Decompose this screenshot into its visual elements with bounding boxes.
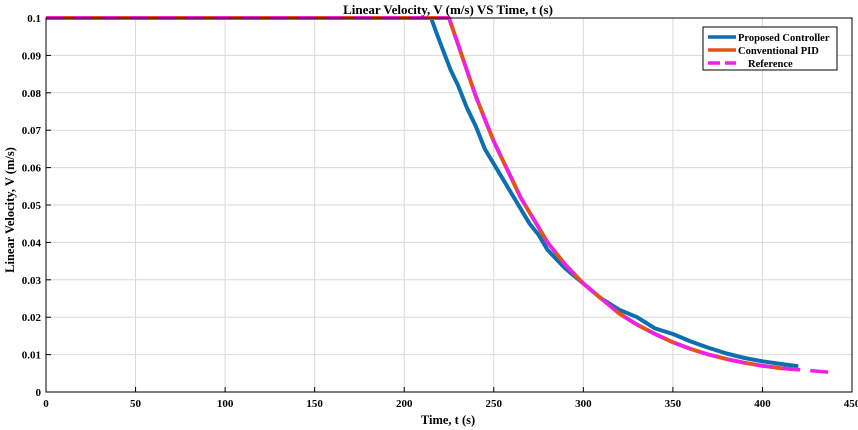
y-tick-label: 0.1 (27, 13, 41, 25)
y-tick-labels: 0 0.01 0.02 0.03 0.04 0.05 0.06 0.07 0.08 0.09 0.1 (22, 13, 42, 399)
x-tick-labels: 0 50 100 150 200 250 300 350 400 450 (43, 398, 858, 410)
plot-frame (45, 17, 853, 393)
x-tick-label: 350 (665, 398, 682, 410)
x-tick-label: 450 (844, 398, 858, 410)
y-axis-label: Linear Velocity, V (m/s) (3, 147, 17, 273)
y-tick-label: 0.08 (22, 88, 42, 100)
legend-label: Conventional PID (738, 46, 819, 57)
y-tick-label: 0.03 (22, 275, 42, 287)
x-tick-label: 200 (396, 398, 413, 410)
y-tick-label: 0.06 (22, 163, 42, 175)
x-tick-label: 400 (754, 398, 771, 410)
x-tick-label: 150 (306, 398, 323, 410)
x-axis-label: Time, t (s) (421, 413, 475, 427)
y-tick-label: 0 (36, 387, 42, 399)
x-tick-label: 50 (130, 398, 142, 410)
legend-label: Proposed Controller (738, 33, 830, 44)
y-tick-label: 0.09 (22, 50, 42, 62)
legend-label: Reference (748, 59, 793, 70)
legend: Proposed Controller Conventional PID Refer… (702, 26, 838, 71)
y-tick-label: 0.05 (22, 200, 42, 212)
series-line-reference (46, 16, 835, 375)
series-lines (46, 16, 835, 375)
y-tick-label: 0.01 (22, 350, 41, 362)
x-tick-label: 100 (217, 398, 234, 410)
chart-title: Linear Velocity, V (m/s) VS Time, t (s) (343, 2, 553, 17)
x-tick-label: 0 (43, 398, 49, 410)
y-tick-label: 0.04 (22, 237, 42, 249)
x-tick-label: 250 (486, 398, 503, 410)
x-tick-label: 300 (575, 398, 592, 410)
y-tick-label: 0.02 (22, 312, 42, 324)
series-line-proposed-controller (46, 16, 799, 369)
y-tick-label: 0.07 (22, 125, 42, 137)
